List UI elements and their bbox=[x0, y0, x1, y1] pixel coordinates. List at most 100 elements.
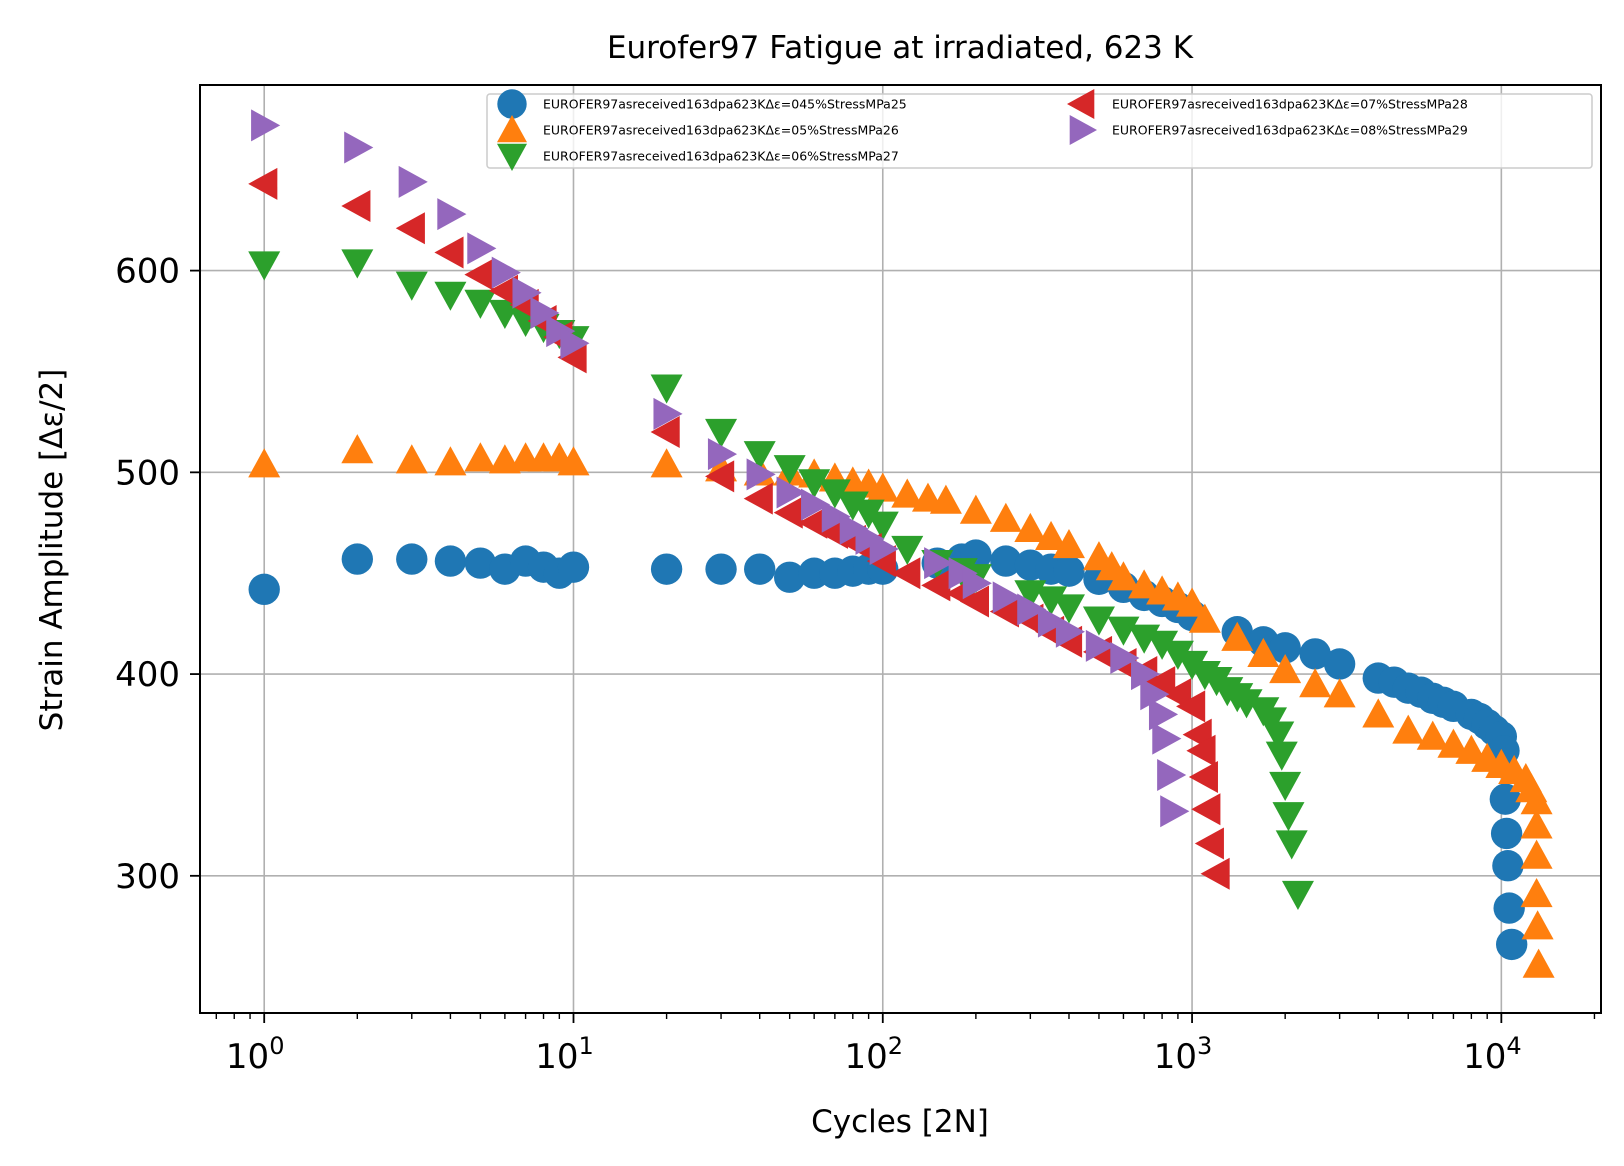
y-axis: 300 400 500 600 bbox=[115, 252, 200, 897]
y-tick-label: 500 bbox=[115, 453, 180, 493]
legend-box bbox=[486, 93, 1593, 169]
data-point bbox=[1014, 512, 1047, 542]
data-point bbox=[1520, 785, 1553, 815]
data-point bbox=[992, 581, 1022, 614]
data-point bbox=[1269, 632, 1301, 664]
data-point bbox=[1035, 586, 1068, 616]
data-point bbox=[743, 441, 776, 471]
data-point bbox=[962, 567, 992, 600]
x-tick-label: 102 bbox=[845, 1032, 904, 1077]
data-point bbox=[705, 553, 737, 585]
data-point bbox=[866, 472, 899, 502]
y-tick-label: 300 bbox=[115, 857, 180, 897]
data-point bbox=[743, 482, 773, 515]
data-point bbox=[959, 494, 992, 524]
data-point bbox=[395, 271, 428, 301]
data-point bbox=[891, 535, 924, 565]
legend: EUROFER97asreceived163dpa623KΔε=045%Stre… bbox=[486, 89, 1593, 171]
data-point bbox=[1107, 561, 1140, 591]
data-point bbox=[836, 491, 869, 521]
data-point bbox=[959, 585, 989, 618]
data-point bbox=[1200, 857, 1230, 890]
data-point bbox=[1037, 605, 1068, 638]
data-point bbox=[1323, 648, 1356, 680]
data-point bbox=[1269, 771, 1302, 802]
data-point bbox=[1299, 668, 1332, 698]
data-point bbox=[530, 296, 560, 329]
data-point bbox=[650, 415, 680, 448]
data-point bbox=[1362, 698, 1395, 728]
data-point bbox=[1110, 641, 1140, 674]
data-point bbox=[1148, 698, 1179, 731]
data-point bbox=[1157, 758, 1187, 791]
data-point bbox=[1522, 948, 1555, 978]
data-point bbox=[396, 543, 428, 575]
chart-title: Eurofer97 Fatigue at irradiated, 623 K bbox=[607, 30, 1194, 66]
data-point bbox=[707, 438, 738, 471]
data-point bbox=[705, 418, 738, 448]
data-point bbox=[1221, 621, 1254, 651]
data-point bbox=[1520, 877, 1553, 908]
data-point bbox=[650, 374, 683, 404]
data-point bbox=[488, 274, 518, 307]
data-point bbox=[341, 190, 371, 223]
data-point bbox=[989, 595, 1019, 628]
legend-label: EUROFER97asreceived163dpa623KΔε=06%Stres… bbox=[543, 149, 899, 164]
data-point bbox=[512, 276, 542, 309]
data-point bbox=[557, 446, 590, 476]
data-point bbox=[924, 547, 954, 580]
data-point bbox=[1140, 678, 1170, 711]
data-point bbox=[818, 479, 851, 509]
data-point bbox=[798, 469, 831, 499]
data-point bbox=[1521, 910, 1554, 940]
data-point bbox=[866, 511, 899, 541]
data-point bbox=[1520, 839, 1553, 869]
legend-label: EUROFER97asreceived163dpa623KΔε=07%Stres… bbox=[1112, 97, 1468, 112]
legend-marker bbox=[497, 115, 527, 143]
data-point bbox=[434, 545, 467, 577]
data-point bbox=[1281, 880, 1314, 910]
y-tick-label: 600 bbox=[115, 252, 180, 292]
data-point bbox=[1052, 594, 1085, 624]
data-point bbox=[1437, 728, 1470, 758]
x-tick-label: 101 bbox=[535, 1032, 594, 1077]
legend-marker bbox=[1067, 89, 1095, 119]
data-point bbox=[1161, 640, 1194, 670]
data-point bbox=[464, 258, 494, 291]
data-point bbox=[464, 289, 497, 319]
data-point bbox=[891, 557, 921, 590]
data-point bbox=[989, 502, 1022, 532]
data-point bbox=[1131, 658, 1161, 691]
data-point bbox=[1176, 690, 1206, 723]
data-point bbox=[1520, 809, 1553, 839]
data-point bbox=[464, 442, 497, 472]
data-point bbox=[398, 165, 428, 198]
data-point bbox=[395, 212, 425, 245]
data-point bbox=[1416, 720, 1449, 750]
data-point bbox=[1230, 689, 1263, 719]
data-point bbox=[341, 434, 374, 464]
data-point bbox=[746, 458, 776, 491]
data-point bbox=[869, 533, 899, 565]
data-point bbox=[798, 506, 828, 539]
data-point bbox=[1176, 587, 1209, 617]
data-point bbox=[929, 484, 962, 514]
y-tick-label: 400 bbox=[115, 655, 180, 695]
data-point bbox=[990, 545, 1022, 577]
data-point bbox=[557, 551, 590, 583]
data-point bbox=[1247, 637, 1280, 668]
data-point bbox=[1275, 830, 1308, 860]
data-point bbox=[1082, 606, 1115, 636]
data-point bbox=[434, 446, 467, 476]
data-point bbox=[395, 444, 428, 474]
data-point bbox=[251, 109, 281, 142]
data-point bbox=[1272, 802, 1305, 832]
data-point bbox=[1186, 734, 1216, 767]
data-point bbox=[1392, 714, 1425, 744]
data-point bbox=[341, 543, 373, 575]
data-point bbox=[1492, 850, 1524, 882]
x-tick-label: 104 bbox=[1463, 1032, 1522, 1077]
data-point bbox=[1085, 629, 1115, 662]
data-point bbox=[821, 500, 851, 533]
